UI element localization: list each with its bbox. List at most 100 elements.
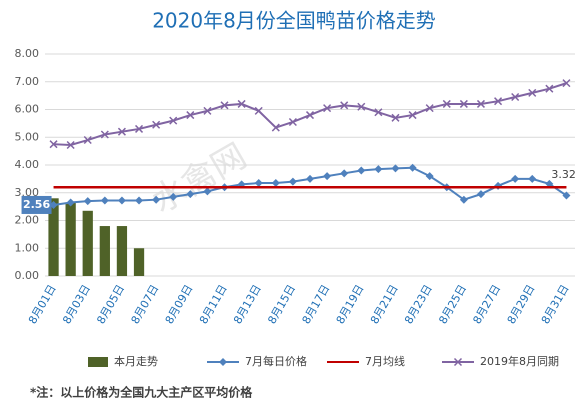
point <box>425 104 434 113</box>
x-tick-label: 8月07日 <box>129 283 162 327</box>
x-tick-label: 8月03日 <box>60 283 93 327</box>
y-tick-label: 0.00 <box>15 269 40 282</box>
point <box>219 358 227 366</box>
point <box>340 101 349 110</box>
x-tick-label: 8月15日 <box>265 283 298 327</box>
bar <box>82 210 93 276</box>
point <box>323 172 332 181</box>
point <box>117 196 126 205</box>
point <box>511 174 520 183</box>
point <box>545 179 554 188</box>
point <box>374 108 383 117</box>
point <box>494 97 503 106</box>
x-tick-label: 8月29日 <box>505 283 538 327</box>
point <box>357 166 366 175</box>
y-tick-label: 4.00 <box>15 158 40 171</box>
x-tick-label: 8月13日 <box>231 283 264 327</box>
point <box>340 169 349 178</box>
point <box>100 130 109 139</box>
point <box>237 99 246 108</box>
x-tick-label: 8月21日 <box>368 283 401 327</box>
bar <box>65 202 76 276</box>
point <box>476 99 485 108</box>
x-tick-label: 8月09日 <box>163 283 196 327</box>
point <box>408 111 417 120</box>
point <box>169 116 178 125</box>
point <box>288 117 297 127</box>
point <box>453 357 463 367</box>
point <box>135 124 144 133</box>
point <box>288 177 297 186</box>
point <box>305 111 315 120</box>
x-tick-label: 8月25日 <box>436 283 469 327</box>
point <box>391 164 400 173</box>
point <box>254 179 263 188</box>
point <box>459 195 468 204</box>
point <box>186 190 195 199</box>
point <box>357 102 366 111</box>
point <box>83 197 92 206</box>
footnote: *注：以上价格为全国九大主产区平均价格 <box>30 385 253 400</box>
point <box>220 101 229 110</box>
point <box>66 140 75 150</box>
bar <box>116 226 128 276</box>
y-tick-label: 5.00 <box>15 130 40 143</box>
point <box>425 172 434 181</box>
point <box>271 123 280 132</box>
point <box>323 104 332 113</box>
point <box>459 99 468 108</box>
point <box>186 111 195 120</box>
point <box>254 106 263 115</box>
point <box>442 99 451 108</box>
point <box>135 196 144 205</box>
point <box>152 195 161 204</box>
legend-label: 2019年8月同期 <box>480 354 559 368</box>
y-tick-label: 8.00 <box>15 47 40 60</box>
bar <box>99 226 110 276</box>
point <box>408 163 417 172</box>
x-tick-label: 8月01日 <box>26 283 59 327</box>
x-tick-label: 8月11日 <box>197 283 230 327</box>
y-tick-label: 7.00 <box>15 75 40 88</box>
point <box>152 120 161 129</box>
y-tick-label: 2.00 <box>15 214 40 227</box>
point <box>66 198 75 207</box>
x-tick-label: 8月17日 <box>300 283 333 327</box>
x-tick-label: 8月23日 <box>402 283 435 327</box>
legend-label: 7月均线 <box>365 354 405 368</box>
legend-label: 本月走势 <box>114 354 158 368</box>
chart-title: 2020年8月份全国鸭苗价格走势 <box>152 9 436 33</box>
label-box <box>21 195 52 214</box>
point <box>203 187 212 196</box>
point <box>203 106 212 115</box>
point <box>562 191 571 200</box>
bar <box>133 248 145 276</box>
x-tick-label: 8月27日 <box>471 283 504 327</box>
y-tick-label: 6.00 <box>15 103 40 116</box>
point <box>117 127 126 136</box>
point <box>476 190 485 199</box>
legend-swatch <box>88 357 108 367</box>
point <box>494 181 503 190</box>
point <box>391 113 400 122</box>
point <box>83 135 92 145</box>
bar <box>48 198 59 276</box>
point <box>271 179 280 188</box>
x-tick-label: 8月31日 <box>539 283 572 327</box>
point <box>528 174 537 183</box>
point <box>49 140 58 149</box>
watermark: 水禽网 <box>145 136 253 222</box>
point <box>374 165 383 174</box>
data-label: 2.56 <box>23 198 50 211</box>
point <box>528 88 537 97</box>
data-label: 3.32 <box>551 168 576 181</box>
y-tick-label: 3.00 <box>15 186 40 199</box>
point <box>562 79 571 88</box>
legend-label: 7月每日价格 <box>245 354 307 368</box>
point <box>100 196 109 205</box>
point <box>545 84 554 93</box>
x-tick-label: 8月05日 <box>94 283 127 327</box>
point <box>306 174 314 183</box>
y-tick-label: 1.00 <box>15 241 40 254</box>
